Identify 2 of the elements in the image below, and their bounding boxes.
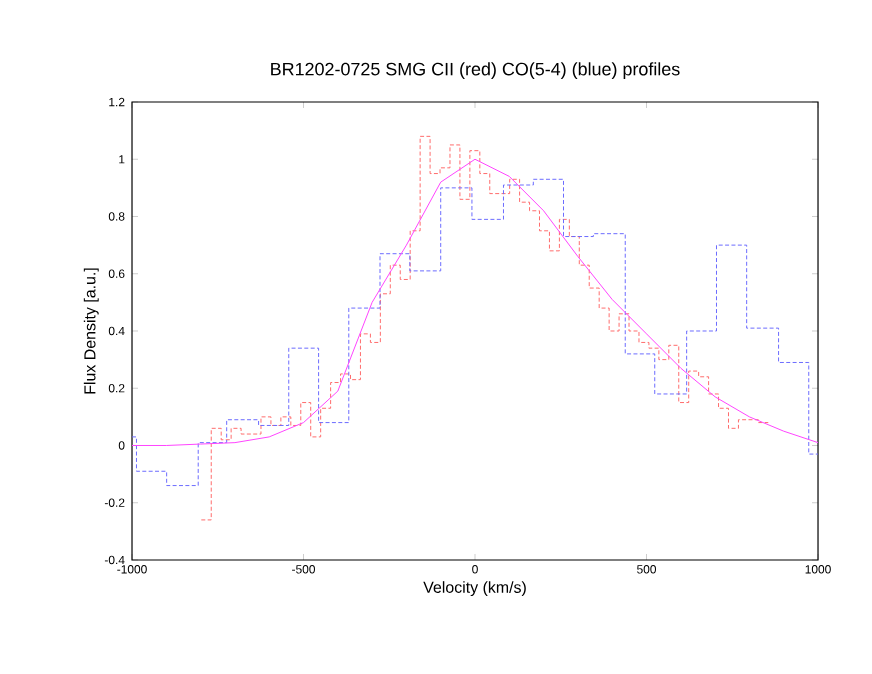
line-series — [132, 158, 819, 446]
chart-title: BR1202-0725 SMG CII (red) CO(5-4) (blue) profiles — [271, 62, 680, 79]
